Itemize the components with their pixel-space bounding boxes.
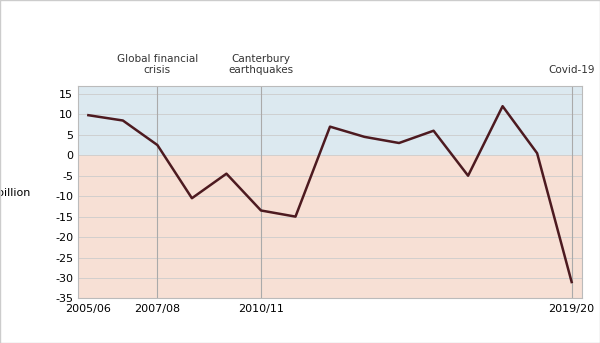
Y-axis label: $billion: $billion [0,187,31,197]
Text: Canterbury
earthquakes: Canterbury earthquakes [229,54,293,75]
Text: Covid-19: Covid-19 [548,66,595,75]
Bar [78,155,582,298]
Bar [78,86,582,155]
Text: Global financial
crisis: Global financial crisis [117,54,198,75]
